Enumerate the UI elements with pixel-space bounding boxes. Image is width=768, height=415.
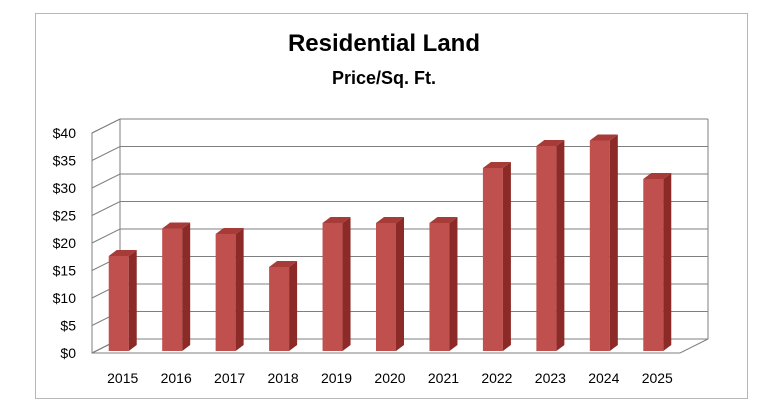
y-tick-label: $10	[53, 290, 77, 306]
bar-side	[556, 140, 565, 351]
bar-top	[108, 250, 137, 256]
bar-top	[269, 261, 298, 267]
bar	[536, 146, 557, 351]
bar-top	[536, 140, 565, 146]
bar-top	[643, 173, 672, 179]
bar-top	[589, 134, 618, 141]
gridline	[91, 201, 708, 216]
bar	[643, 179, 664, 351]
y-tick-label: $15	[53, 263, 77, 279]
x-tick-label: 2015	[107, 370, 138, 386]
bar-side	[502, 162, 511, 351]
x-tick-label: 2023	[535, 370, 566, 386]
bar-side	[182, 222, 191, 351]
bar-side	[342, 217, 351, 351]
x-tick-label: 2021	[428, 370, 459, 386]
x-tick-label: 2025	[642, 370, 673, 386]
x-tick-label: 2016	[161, 370, 192, 386]
x-tick-label: 2022	[481, 370, 512, 386]
bar	[376, 223, 396, 351]
bar	[482, 168, 503, 351]
bar	[429, 223, 450, 351]
y-tick-label: $5	[60, 318, 76, 334]
bar-top	[162, 222, 191, 229]
bar-side	[289, 261, 298, 351]
chart-title: Residential Land	[287, 30, 481, 57]
y-tick-label: $25	[53, 208, 77, 224]
x-tick-label: 2024	[588, 370, 619, 386]
gridline	[91, 173, 708, 189]
bar	[269, 267, 290, 351]
x-tick-label: 2020	[374, 370, 405, 386]
y-tick-label: $30	[53, 180, 77, 196]
y-tick-label: $35	[53, 153, 77, 169]
bar-side	[128, 250, 137, 351]
gridline	[91, 118, 708, 134]
y-tick-label: $40	[53, 125, 77, 141]
bar-top	[429, 217, 458, 223]
bar	[215, 234, 236, 351]
bar-side	[396, 217, 404, 351]
y-tick-label: $20	[53, 235, 77, 251]
gridline	[91, 146, 708, 161]
chart-subtitle: Price/Sq. Ft.	[331, 68, 437, 88]
x-tick-label: 2019	[321, 370, 352, 386]
bar-side	[609, 134, 618, 351]
bar	[108, 256, 129, 351]
bar-top	[482, 162, 511, 168]
x-tick-label: 2017	[214, 370, 245, 386]
bar-top	[376, 217, 404, 223]
y-tick-label: $0	[60, 345, 76, 361]
bar-top	[322, 217, 351, 223]
bar-side	[663, 173, 672, 351]
bar-top	[215, 228, 244, 234]
bar	[162, 228, 183, 351]
bar-side	[235, 228, 244, 351]
x-tick-label: 2018	[268, 370, 299, 386]
bar	[589, 140, 610, 351]
bar-side	[449, 217, 458, 351]
bar	[322, 223, 343, 351]
gridline	[91, 228, 708, 244]
